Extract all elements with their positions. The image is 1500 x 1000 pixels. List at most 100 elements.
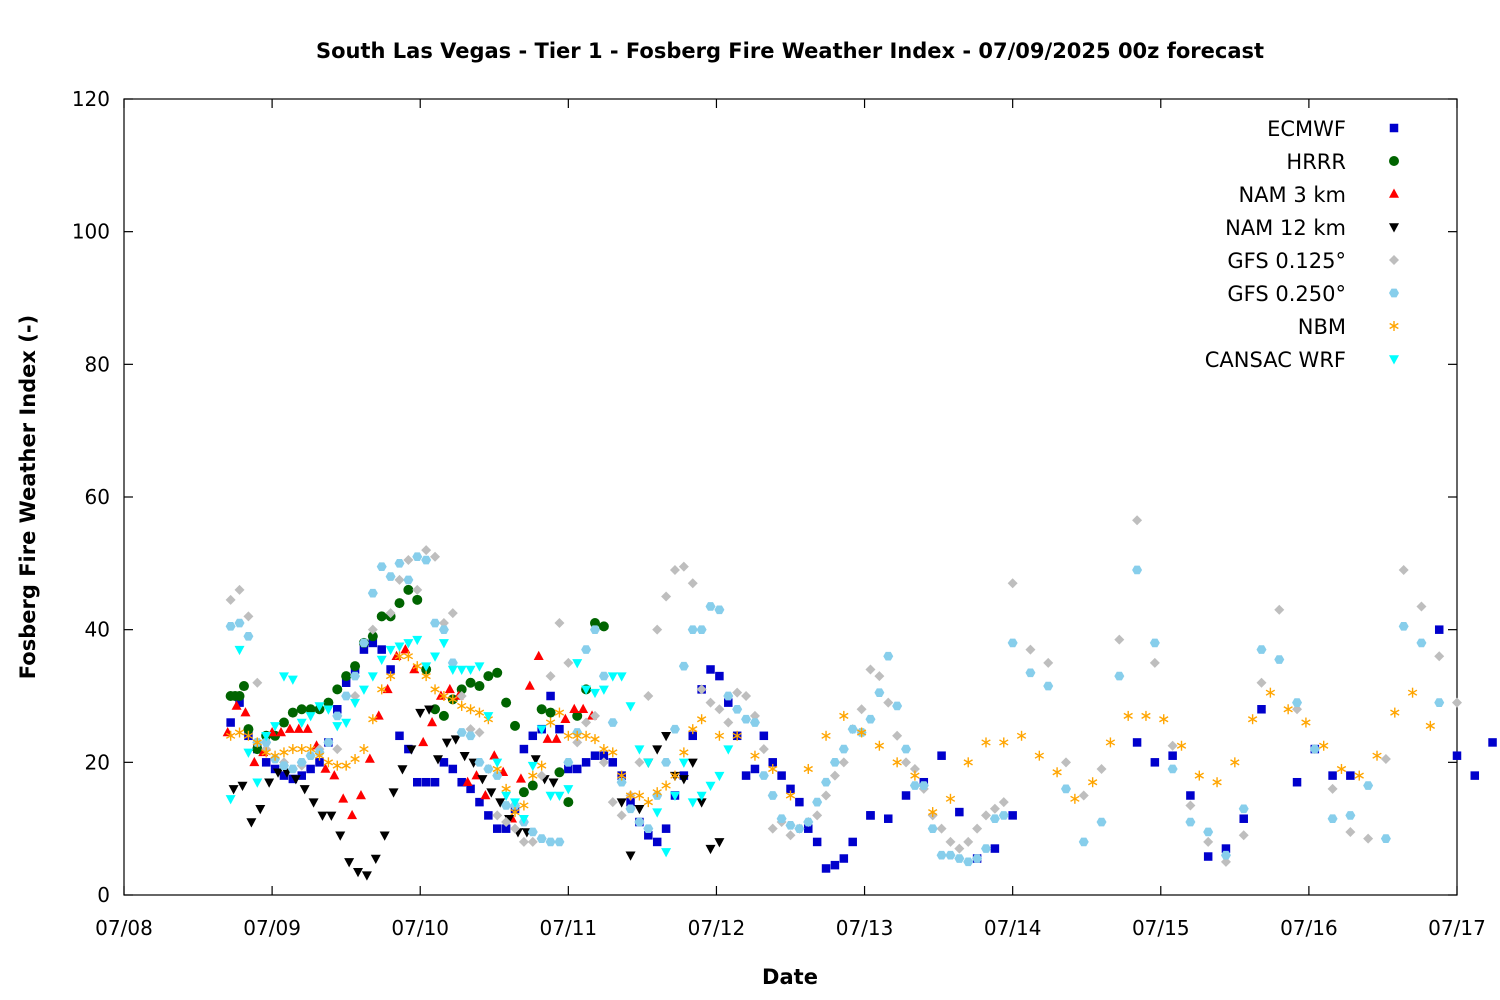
data-point-nbm [679,747,689,758]
data-point-nam-12-km [415,708,426,719]
data-point-gfs-0-250 [927,824,938,833]
data-point-hrrr [510,720,521,731]
data-point-nbm [581,730,591,741]
data-point-gfs-0-125 [616,810,627,821]
data-point-cansac-wrf [358,685,369,695]
data-point-gfs-0-125 [510,823,521,834]
data-point-ecmwf [484,811,493,820]
data-point-nbm [1070,793,1080,804]
data-point-nbm [1052,767,1062,778]
data-point-ecmwf [901,791,911,800]
data-point-ecmwf [866,811,875,820]
data-point-nam-3-km [489,750,500,760]
data-point-gfs-0-250 [1220,850,1231,860]
data-point-gfs-0-250 [812,797,823,807]
data-point-cansac-wrf [625,702,636,712]
data-point-gfs-0-125 [243,611,254,622]
data-point-hrrr [572,710,583,721]
data-point-ecmwf [1239,814,1248,823]
legend-label-gfs-0-250: GFS 0.250° [1227,282,1346,306]
series-nbm [225,651,1436,818]
data-point-cansac-wrf [714,771,725,782]
data-point-ecmwf [1186,791,1195,800]
data-point-cansac-wrf [287,675,298,685]
data-point-ecmwf [261,758,271,767]
data-point-nbm [421,671,431,682]
data-point-gfs-0-125 [607,797,618,808]
data-point-ecmwf [492,824,502,833]
data-point-ecmwf [759,731,769,741]
data-point-gfs-0-250 [963,857,974,867]
data-point-gfs-0-250 [287,764,298,774]
data-point-gfs-0-250 [847,724,858,734]
data-point-ecmwf [1132,738,1142,747]
data-point-ecmwf [359,645,369,654]
data-point-gfs-0-125 [1185,800,1196,811]
data-point-hrrr [367,631,378,642]
data-point-gfs-0-250 [296,758,307,767]
data-point-gfs-0-125 [225,594,236,605]
data-point-ecmwf [377,645,386,654]
data-point-gfs-0-250 [234,618,245,628]
data-point-nbm [1176,740,1187,751]
data-point-cansac-wrf [616,672,627,682]
data-point-nbm [1247,714,1258,725]
data-point-gfs-0-125 [901,757,912,768]
data-point-gfs-0-125 [687,578,698,589]
data-point-nbm [652,787,662,798]
data-point-gfs-0-125 [403,555,414,566]
y-tick-label: 60 [85,485,110,509]
data-point-nam-12-km [299,785,310,795]
data-point-nam-3-km [569,703,580,714]
data-point-nam-3-km [480,790,491,800]
data-point-gfs-0-250 [838,744,849,754]
series-cansac-wrf [225,635,734,858]
data-point-gfs-0-125 [545,671,556,682]
data-point-nam-12-km [661,732,672,742]
data-point-nbm [332,760,342,771]
data-point-gfs-0-125 [714,704,725,715]
data-point-gfs-0-125 [963,836,974,847]
data-point-gfs-0-125 [652,624,663,635]
data-point-nbm [510,807,520,818]
data-point-gfs-0-125 [669,564,680,575]
y-tick-label: 40 [85,618,110,642]
data-point-cansac-wrf [225,795,236,805]
data-point-gfs-0-125 [1132,515,1143,526]
data-point-nam-3-km [400,644,411,654]
data-point-nam-12-km [634,805,645,815]
data-point-nbm [892,757,902,768]
data-point-nam-3-km [524,680,535,690]
data-point-gfs-0-250 [892,701,903,711]
data-point-hrrr [278,717,289,728]
data-point-nam-3-km [355,790,366,800]
data-point-nbm [554,707,565,718]
data-point-gfs-0-125 [1078,790,1089,801]
data-point-nbm [368,714,378,725]
data-point-ecmwf [590,751,600,760]
legend-marker-nbm [1389,321,1399,331]
y-tick-label: 80 [85,352,110,376]
data-point-gfs-0-250 [705,602,716,611]
data-point-nam-12-km [625,851,636,861]
data-point-gfs-0-125 [954,843,965,854]
legend-label-nbm: NBM [1298,315,1346,339]
data-point-hrrr [483,671,494,682]
data-point-nbm [234,727,245,738]
data-point-gfs-0-250 [625,804,636,814]
data-point-gfs-0-125 [1043,657,1054,668]
data-point-nam-12-km [290,775,301,785]
data-point-gfs-0-250 [883,651,894,661]
data-point-gfs-0-125 [883,697,894,708]
data-point-nbm [661,780,671,791]
data-point-gfs-0-125 [367,624,378,635]
data-point-gfs-0-250 [749,718,760,727]
data-point-gfs-0-250 [554,837,565,847]
data-point-cansac-wrf [581,685,592,695]
data-point-ecmwf [501,824,511,833]
data-point-gfs-0-125 [705,697,716,708]
data-point-hrrr [465,677,476,688]
data-point-nam-3-km [418,736,429,747]
data-point-nbm [545,717,556,728]
data-point-gfs-0-125 [527,836,538,847]
